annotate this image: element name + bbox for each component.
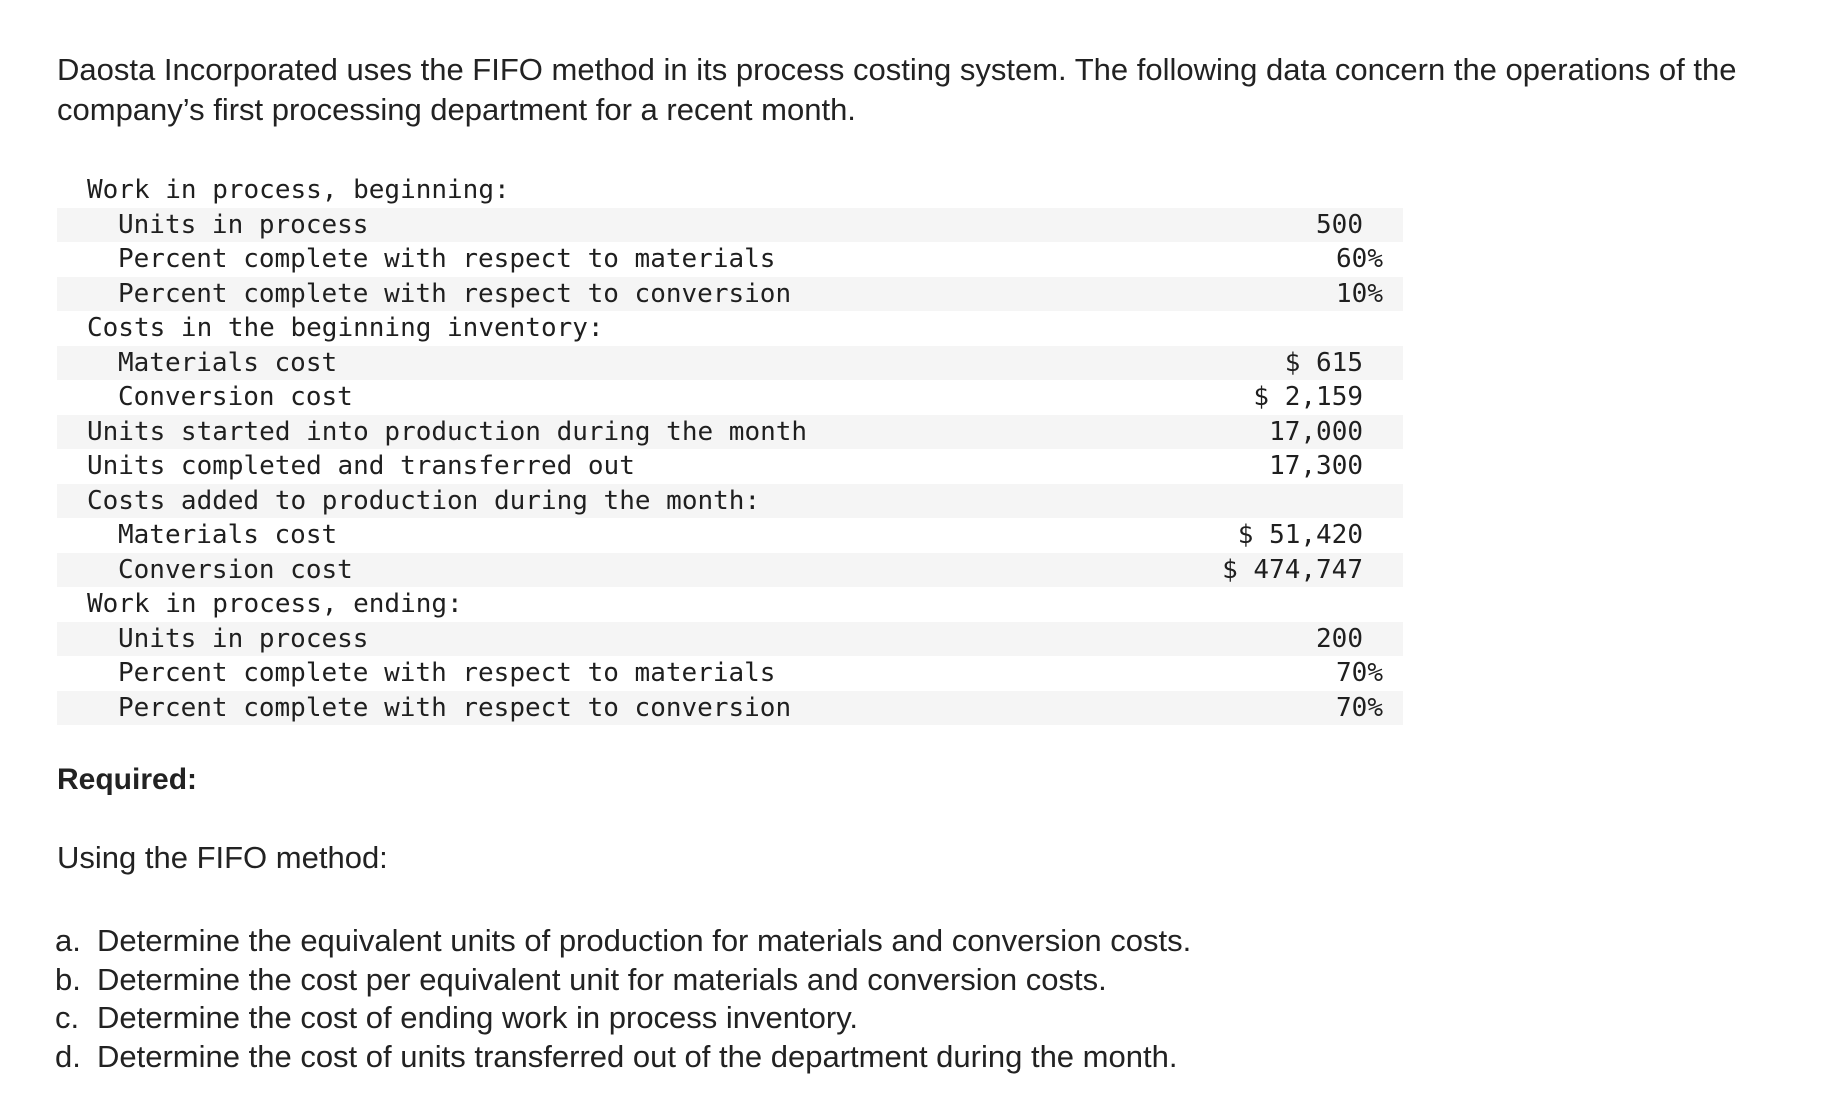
row-value: 60% — [1336, 244, 1383, 275]
row-label: Percent complete with respect to convers… — [57, 690, 1063, 725]
list-item-text: Determine the equivalent units of produc… — [97, 923, 1192, 958]
row-value: 70% — [1336, 658, 1383, 689]
requirements-list: a. Determine the equivalent units of pro… — [55, 922, 1191, 1076]
table-row: Units completed and transferred out 17,3… — [57, 449, 1403, 484]
table-row: Costs in the beginning inventory: — [57, 311, 1403, 346]
table-row: Conversion cost $ 2,159 — [57, 380, 1403, 415]
list-item: a. Determine the equivalent units of pro… — [55, 922, 1191, 961]
row-label: Percent complete with respect to materia… — [118, 244, 776, 275]
list-item-text: Determine the cost of units transferred … — [97, 1038, 1178, 1074]
list-marker: a. — [55, 923, 81, 958]
row-label: Percent complete with respect to convers… — [57, 276, 1063, 311]
row-label: Materials cost — [118, 520, 338, 551]
row-label: Work in process, ending: — [87, 589, 463, 620]
list-item: c. Determine the cost of ending work in … — [55, 999, 1191, 1038]
row-label: Costs added to production during the mon… — [57, 483, 1063, 518]
row-value: $ 2,159 — [1253, 382, 1363, 413]
row-value: 70% — [1063, 690, 1403, 725]
row-label: Units completed and transferred out — [87, 451, 635, 482]
row-value: 500 — [1063, 207, 1403, 242]
table-row: Percent complete with respect to materia… — [57, 242, 1403, 277]
row-label: Percent complete with respect to materia… — [118, 658, 776, 689]
list-item-text: Determine the cost of ending work in pro… — [97, 1000, 859, 1035]
table-row: Units started into production during the… — [57, 414, 1403, 449]
required-heading: Required: — [57, 763, 198, 796]
table-row: Costs added to production during the mon… — [57, 483, 1403, 518]
row-value: 17,000 — [1063, 414, 1403, 449]
row-value — [1063, 587, 1403, 622]
table-row: Percent complete with respect to materia… — [57, 656, 1403, 691]
table-row: Materials cost $ 51,420 — [57, 518, 1403, 553]
row-value: 17,300 — [1269, 451, 1363, 482]
data-table: Work in process, beginning: Units in pro… — [57, 173, 1403, 725]
row-value — [1063, 311, 1403, 346]
row-value: $ 615 — [1063, 345, 1403, 380]
row-label: Costs in the beginning inventory: — [87, 313, 604, 344]
row-value — [1063, 483, 1403, 518]
row-label: Conversion cost — [118, 382, 353, 413]
list-item: d. Determine the cost of units transferr… — [55, 1038, 1191, 1077]
list-marker: b. — [55, 961, 81, 997]
row-value: 10% — [1063, 276, 1403, 311]
table-row: Units in process 200 — [57, 621, 1403, 656]
method-label: Using the FIFO method: — [57, 840, 388, 875]
row-value: 200 — [1063, 621, 1403, 656]
row-label: Conversion cost — [57, 552, 1063, 587]
table-row: Units in process 500 — [57, 207, 1403, 242]
table-row: Work in process, beginning: — [57, 173, 1403, 208]
list-item-text: Determine the cost per equivalent unit f… — [97, 961, 1107, 997]
row-label: Units in process — [57, 207, 1063, 242]
row-label: Materials cost — [57, 345, 1063, 380]
table-row: Percent complete with respect to convers… — [57, 276, 1403, 311]
table-row: Work in process, ending: — [57, 587, 1403, 622]
row-label: Units started into production during the… — [57, 414, 1063, 449]
table-row: Percent complete with respect to convers… — [57, 690, 1403, 725]
list-item: b. Determine the cost per equivalent uni… — [55, 961, 1191, 1000]
table-row: Materials cost $ 615 — [57, 345, 1403, 380]
table-row: Conversion cost $ 474,747 — [57, 552, 1403, 587]
list-marker: c. — [55, 1000, 80, 1035]
row-value — [1063, 173, 1403, 208]
row-value: $ 51,420 — [1237, 520, 1363, 551]
row-label: Work in process, beginning: — [87, 175, 510, 206]
problem-intro: Daosta Incorporated uses the FIFO method… — [57, 52, 1737, 127]
row-label: Units in process — [57, 621, 1063, 656]
list-marker: d. — [55, 1038, 81, 1074]
row-value: $ 474,747 — [1063, 552, 1403, 587]
